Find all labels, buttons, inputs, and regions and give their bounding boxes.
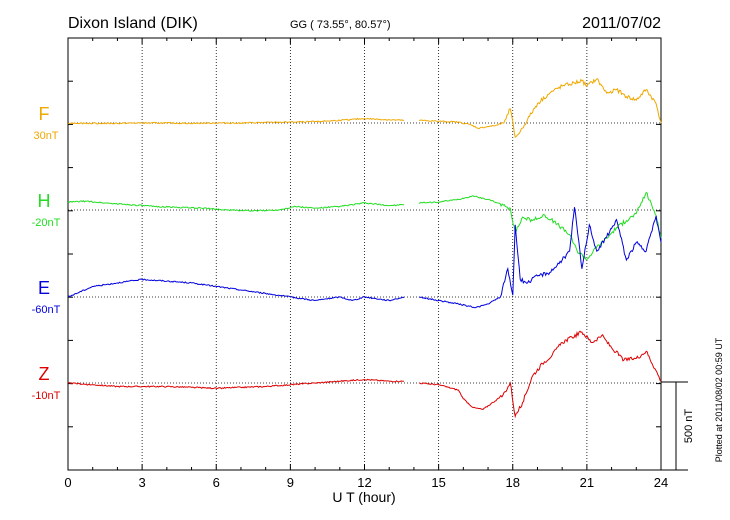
- series-line-E: [67, 207, 662, 309]
- x-tick-label-0: 0: [64, 475, 71, 490]
- x-tick-label-6: 6: [213, 475, 220, 490]
- station-title: Dixon Island (DIK): [68, 15, 198, 32]
- series-labels: F 30nT H -20nT E -60nT Z -10nT: [32, 104, 61, 402]
- axis-ticks: [67, 37, 662, 471]
- series-baseline-label-E: -60nT: [32, 304, 61, 316]
- series-baseline-label-H: -20nT: [32, 217, 61, 229]
- x-tick-labels: 0 3 6 9 12 15 18 21 24: [64, 475, 668, 490]
- series-name-E: E: [38, 278, 50, 298]
- grid-lines: [68, 38, 661, 470]
- series-line-Z: [67, 330, 662, 419]
- x-axis-label: U T (hour): [332, 489, 395, 505]
- x-tick-label-15: 15: [431, 475, 445, 490]
- series-line-F: [67, 78, 662, 138]
- series-name-Z: Z: [39, 364, 50, 384]
- x-tick-label-3: 3: [139, 475, 146, 490]
- x-tick-label-21: 21: [580, 475, 594, 490]
- series-group: [67, 78, 662, 419]
- series-baseline-label-F: 30nT: [33, 130, 58, 142]
- x-tick-label-24: 24: [654, 475, 668, 490]
- scale-bar-label: 500 nT: [683, 409, 695, 444]
- plot-date: 2011/07/02: [582, 15, 661, 32]
- series-line-H: [67, 191, 662, 260]
- plotted-timestamp: Plotted at 2011/08/02 00:59 UT: [714, 337, 724, 462]
- x-tick-label-18: 18: [506, 475, 520, 490]
- scale-bar: 500 nT: [661, 381, 695, 471]
- series-baseline-label-Z: -10nT: [32, 390, 61, 402]
- station-coords: GG ( 73.55°, 80.57°): [290, 19, 391, 31]
- series-name-F: F: [39, 104, 50, 124]
- x-tick-label-9: 9: [287, 475, 294, 490]
- x-tick-label-12: 12: [357, 475, 371, 490]
- series-name-H: H: [38, 191, 51, 211]
